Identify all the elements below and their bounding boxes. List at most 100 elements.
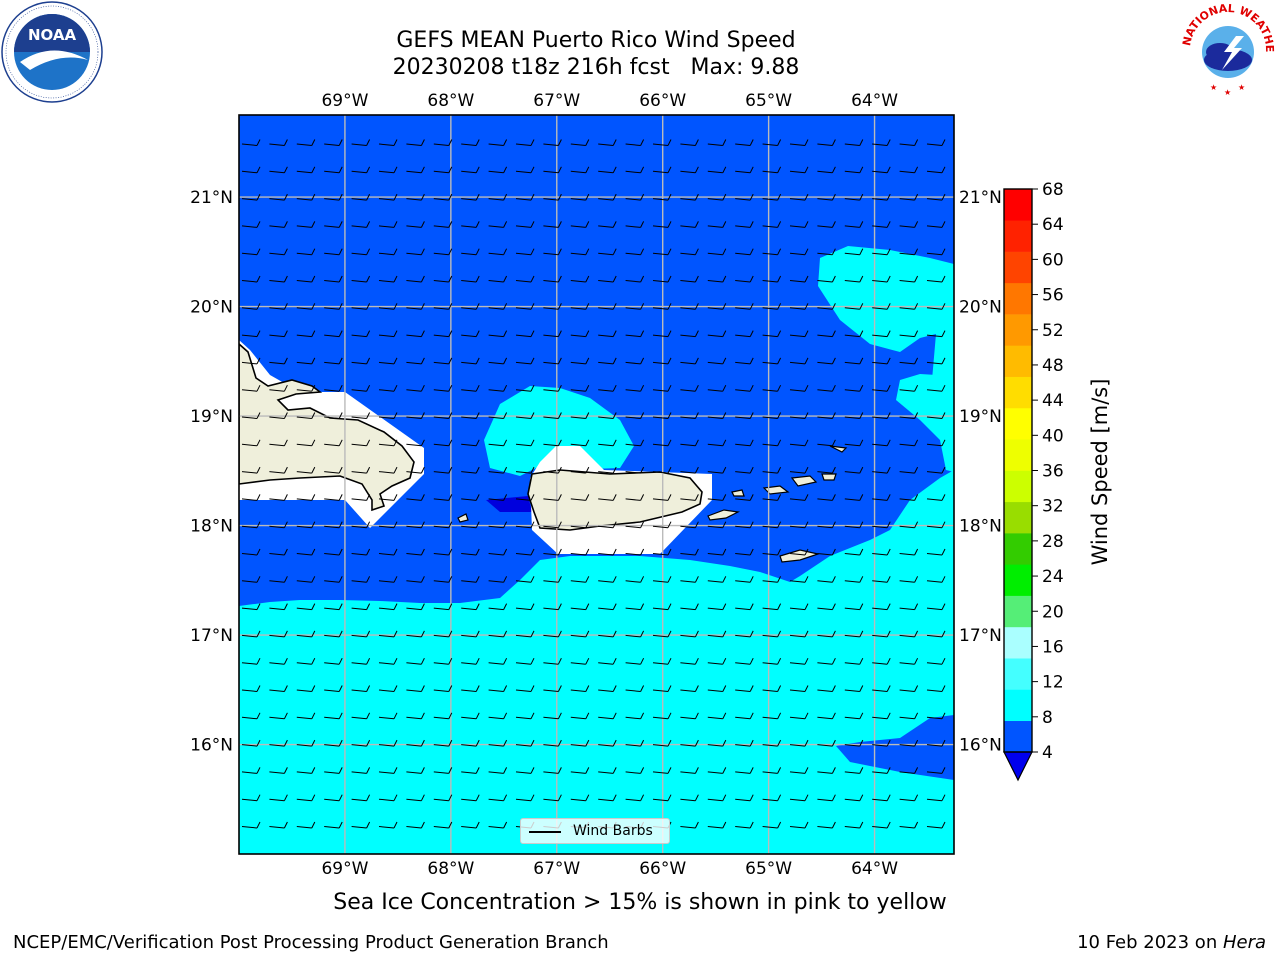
wind-barb: [351, 821, 371, 829]
footer-host: Hera: [1222, 932, 1266, 953]
wind-barb: [543, 548, 562, 556]
wind-barb: [625, 767, 645, 774]
wind-barb: [625, 739, 645, 747]
wind-barb: [817, 603, 836, 611]
wind-barb: [652, 439, 672, 447]
wind-barb: [378, 821, 398, 829]
wind-barb: [461, 466, 480, 474]
wind-barb: [926, 384, 946, 392]
wind-barb: [378, 494, 398, 501]
wind-barb: [899, 657, 919, 665]
wind-barb: [406, 248, 425, 256]
wind-barb: [515, 739, 535, 747]
colorbar-tick-label: 68: [1042, 180, 1064, 200]
wind-barb: [269, 767, 288, 774]
wind-barb: [241, 412, 261, 419]
wind-barb: [461, 166, 480, 174]
wind-barb: [324, 275, 343, 283]
virgin-islands-2: [790, 475, 818, 487]
wind-barb: [762, 548, 782, 556]
wind-barb: [872, 739, 891, 747]
wind-barb: [570, 221, 590, 228]
wind-barb: [652, 275, 672, 283]
wind-barb: [351, 466, 371, 474]
wind-barb: [515, 248, 535, 256]
wind-barbs-legend: Wind Barbs: [520, 818, 670, 844]
wind-barb: [899, 439, 919, 447]
wind-barb: [844, 275, 864, 283]
wind-barb: [324, 603, 343, 611]
wind-barb: [625, 630, 645, 638]
wind-barb: [899, 193, 919, 201]
wind-barb: [680, 494, 699, 501]
wind-barb: [926, 139, 946, 146]
wind-barb: [570, 794, 590, 802]
wind-barb: [762, 630, 782, 638]
wind-barb: [735, 221, 754, 228]
wind-barb: [817, 767, 836, 774]
wind-barb: [461, 548, 480, 556]
wind-barb: [680, 221, 699, 228]
wind-barb: [817, 221, 836, 228]
wind-barb: [817, 357, 836, 365]
wind-barb: [652, 494, 672, 501]
wind-barb: [351, 303, 371, 310]
wind-barb: [707, 330, 727, 338]
wind-barb: [488, 821, 508, 829]
wind-barb: [543, 466, 562, 474]
wind-barb: [488, 303, 508, 310]
wind-barb: [406, 712, 425, 720]
wind-barb: [844, 494, 864, 501]
wind-barb: [735, 193, 754, 201]
wind-barb: [707, 466, 727, 474]
lon-label-bottom: 68°W: [427, 859, 474, 879]
wind-barb: [735, 794, 754, 802]
wind-barb: [515, 794, 535, 802]
wind-barb: [789, 193, 809, 201]
wind-barb: [707, 384, 727, 392]
wind-barb: [324, 548, 343, 556]
wind-barb: [324, 303, 343, 310]
wind-barb: [378, 303, 398, 310]
wind-barb: [378, 248, 398, 256]
wind-barb: [707, 439, 727, 447]
wind-barb: [269, 357, 288, 365]
wind-barb: [241, 794, 261, 802]
wind-barb: [324, 166, 343, 174]
wind-barb: [570, 576, 590, 583]
svg-text:★: ★: [1210, 83, 1217, 92]
wind-barb: [762, 303, 782, 310]
wind-barb: [680, 521, 699, 529]
footer-branch: NCEP/EMC/Verification Post Processing Pr…: [13, 932, 609, 953]
wind-barb: [625, 576, 645, 583]
wind-barb: [324, 330, 343, 338]
wind-barb: [899, 767, 919, 774]
wind-barb: [461, 630, 480, 638]
wind-barb: [707, 712, 727, 720]
wind-barb: [625, 357, 645, 365]
wind-barb: [926, 357, 946, 365]
wind-barb: [378, 603, 398, 611]
wind-barb: [680, 603, 699, 611]
wind-barb: [488, 494, 508, 501]
wind-barb: [461, 712, 480, 720]
wind-barb: [789, 412, 809, 419]
svg-text:★: ★: [1238, 83, 1245, 92]
wind-barb: [598, 466, 617, 474]
wind-barb: [735, 576, 754, 583]
wind-barb: [488, 275, 508, 283]
wind-barb: [789, 384, 809, 392]
wind-barb: [351, 357, 371, 365]
wind-barb: [543, 521, 562, 529]
wind-barb: [488, 248, 508, 256]
wind-barb: [762, 248, 782, 256]
wind-barb: [543, 139, 562, 146]
wind-barb: [872, 330, 891, 338]
wind-barb: [680, 275, 699, 283]
wind-barb: [735, 630, 754, 638]
wind-barb: [844, 248, 864, 256]
wind-barb: [735, 139, 754, 146]
svg-text:★: ★: [1224, 88, 1231, 97]
wind-barb: [570, 603, 590, 611]
wind-barb: [899, 330, 919, 338]
